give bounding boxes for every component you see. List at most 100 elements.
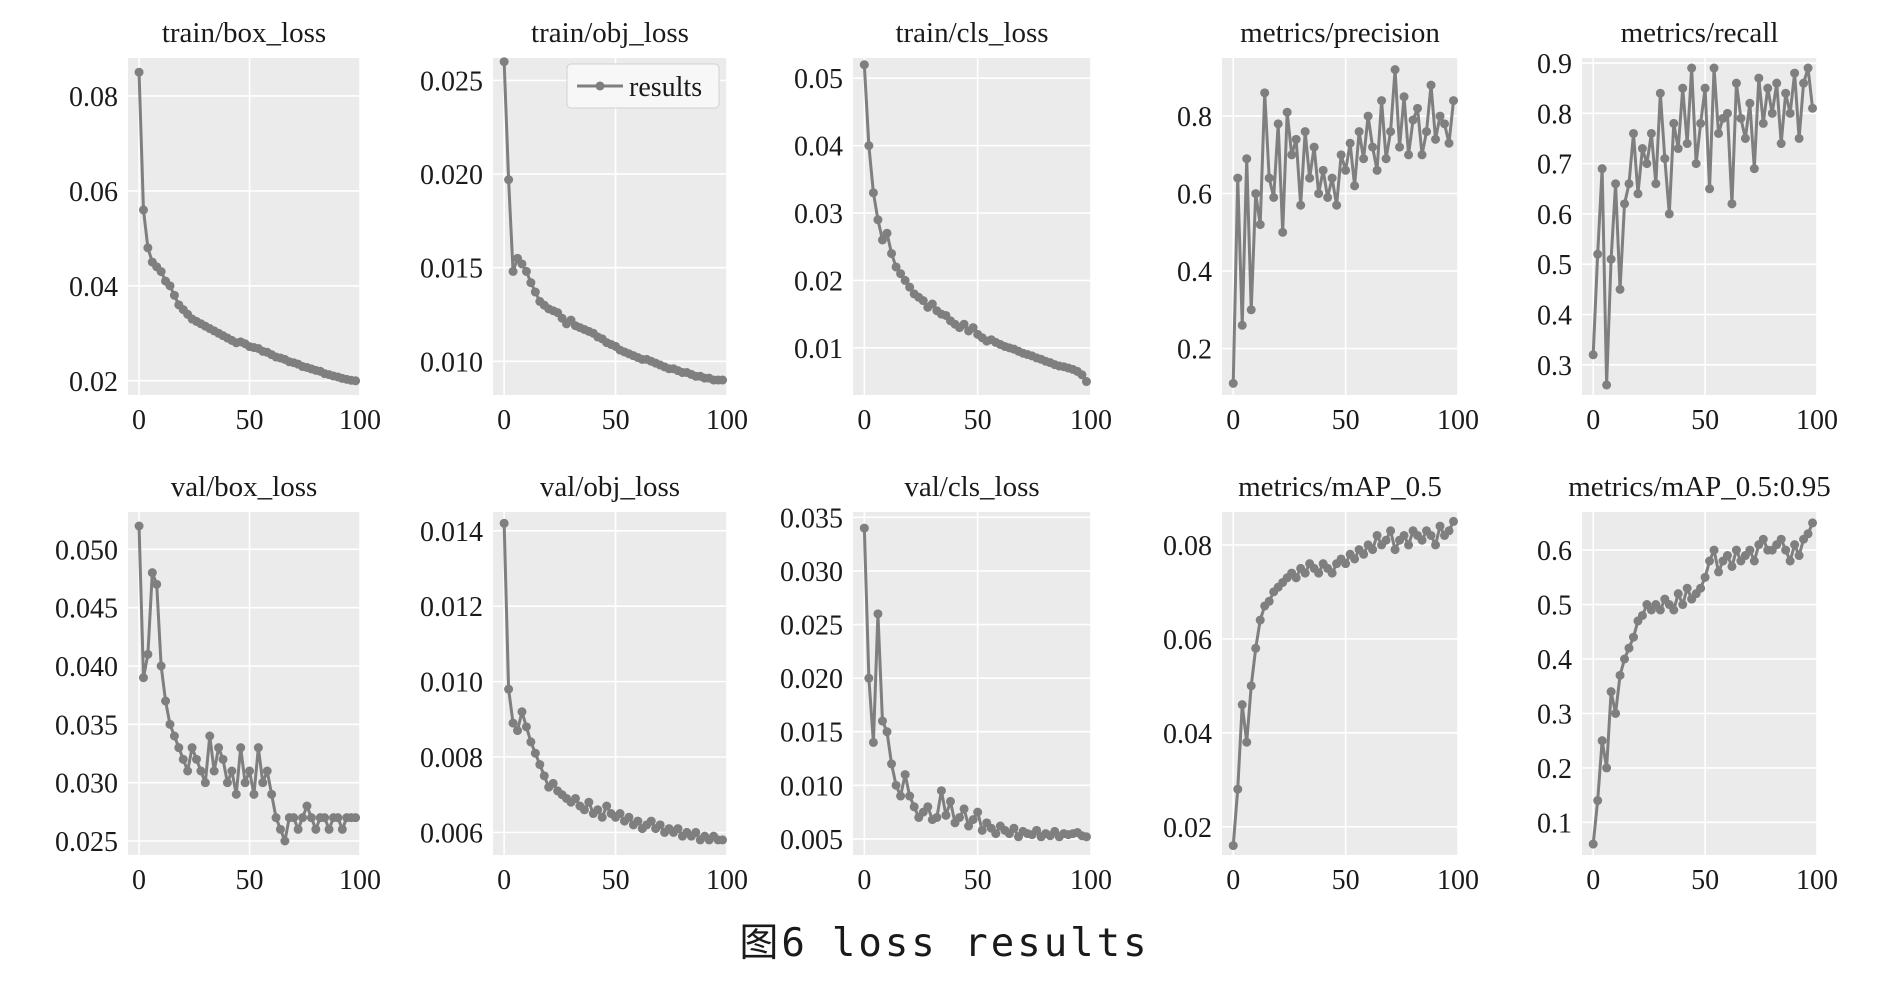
y-tick-label: 0.030 bbox=[780, 557, 843, 588]
data-point bbox=[134, 67, 144, 77]
data-point bbox=[1736, 113, 1746, 123]
y-tick-label: 0.04 bbox=[794, 132, 843, 163]
data-point bbox=[977, 825, 987, 835]
data-point bbox=[1714, 128, 1724, 138]
data-point bbox=[1637, 144, 1647, 154]
data-point bbox=[320, 813, 330, 823]
data-point bbox=[1781, 545, 1791, 555]
data-point bbox=[1009, 823, 1019, 833]
x-tick-label: 0 bbox=[857, 405, 871, 436]
data-point bbox=[905, 282, 915, 292]
data-point bbox=[1642, 159, 1652, 169]
data-point bbox=[859, 523, 869, 533]
y-tick-label: 0.08 bbox=[69, 82, 118, 113]
data-point bbox=[1246, 305, 1256, 315]
data-point bbox=[1251, 189, 1261, 199]
data-point bbox=[1350, 181, 1360, 191]
x-tick-label: 50 bbox=[1691, 865, 1719, 896]
data-point bbox=[1758, 118, 1768, 128]
data-point bbox=[1291, 573, 1301, 583]
y-tick-label: 0.06 bbox=[1163, 625, 1212, 656]
y-tick-label: 0.014 bbox=[420, 517, 483, 548]
x-tick-label: 100 bbox=[1437, 405, 1479, 436]
data-point bbox=[521, 266, 531, 276]
data-point bbox=[1359, 549, 1369, 559]
data-point bbox=[311, 824, 321, 834]
x-tick-label: 50 bbox=[964, 865, 992, 896]
data-point bbox=[1291, 134, 1301, 144]
data-point bbox=[1705, 556, 1715, 566]
data-point bbox=[887, 248, 897, 258]
data-point bbox=[1794, 551, 1804, 561]
data-point bbox=[1615, 284, 1625, 294]
x-tick-label: 0 bbox=[132, 865, 146, 896]
data-point bbox=[1296, 200, 1306, 210]
series-line bbox=[1591, 66, 1815, 387]
data-point bbox=[1722, 551, 1732, 561]
data-point bbox=[280, 836, 290, 846]
data-point bbox=[1745, 545, 1755, 555]
chart-title: train/obj_loss bbox=[531, 17, 689, 49]
data-point bbox=[570, 793, 580, 803]
y-tick-label: 0.04 bbox=[1163, 719, 1212, 750]
data-point bbox=[1633, 189, 1643, 199]
data-point bbox=[1682, 139, 1692, 149]
data-point bbox=[873, 609, 883, 619]
x-tick-label: 0 bbox=[1226, 405, 1240, 436]
data-point bbox=[1602, 763, 1612, 773]
data-point bbox=[267, 789, 277, 799]
data-point bbox=[1417, 150, 1427, 160]
data-point bbox=[1081, 832, 1091, 842]
data-point bbox=[196, 766, 206, 776]
y-tick-label: 0.01 bbox=[794, 334, 843, 365]
data-point bbox=[1318, 165, 1328, 175]
y-tick-label: 0.050 bbox=[55, 535, 118, 566]
data-point bbox=[959, 319, 969, 329]
data-point bbox=[1628, 632, 1638, 642]
plot-area bbox=[853, 512, 1091, 855]
chart-panel: 0 50 100 0.010 0.015 0.020 0.025 train/obj_loss… bbox=[420, 17, 748, 436]
data-point bbox=[152, 579, 162, 589]
data-point bbox=[593, 805, 603, 815]
data-point bbox=[1032, 825, 1042, 835]
data-point bbox=[927, 299, 937, 309]
y-tick-label: 0.6 bbox=[1537, 200, 1572, 231]
y-tick-label: 0.7 bbox=[1537, 150, 1572, 181]
data-point bbox=[1377, 96, 1387, 106]
data-point bbox=[873, 215, 883, 225]
y-tick-label: 0.9 bbox=[1537, 49, 1572, 80]
y-tick-label: 0.020 bbox=[780, 664, 843, 695]
figure-caption: 图6 loss results bbox=[0, 912, 1889, 968]
legend-marker bbox=[595, 81, 605, 91]
y-tick-label: 0.010 bbox=[420, 347, 483, 378]
data-point bbox=[655, 820, 665, 830]
data-point bbox=[165, 281, 175, 291]
chart-panel: 0 50 100 0.006 0.008 0.010 0.012 0.014 val/obj_l… bbox=[420, 471, 748, 896]
y-tick-label: 0.6 bbox=[1537, 536, 1572, 567]
data-point bbox=[941, 810, 951, 820]
data-point bbox=[174, 743, 184, 753]
data-point bbox=[236, 743, 246, 753]
data-point bbox=[615, 809, 625, 819]
data-point bbox=[1785, 108, 1795, 118]
x-tick-label: 0 bbox=[1586, 405, 1600, 436]
x-tick-label: 50 bbox=[964, 405, 992, 436]
data-point bbox=[1745, 98, 1755, 108]
data-point bbox=[214, 743, 224, 753]
y-tick-label: 0.020 bbox=[420, 160, 483, 191]
data-point bbox=[968, 815, 978, 825]
data-point bbox=[222, 778, 232, 788]
x-tick-label: 100 bbox=[1070, 405, 1112, 436]
data-point bbox=[868, 188, 878, 198]
data-point bbox=[1323, 192, 1333, 202]
data-point bbox=[499, 518, 509, 528]
data-point bbox=[1749, 556, 1759, 566]
data-point bbox=[1345, 138, 1355, 148]
x-tick-label: 50 bbox=[236, 865, 264, 896]
data-point bbox=[1803, 63, 1813, 73]
x-tick-label: 0 bbox=[857, 865, 871, 896]
data-point bbox=[633, 816, 643, 826]
data-point bbox=[891, 262, 901, 272]
y-tick-label: 0.015 bbox=[780, 718, 843, 749]
